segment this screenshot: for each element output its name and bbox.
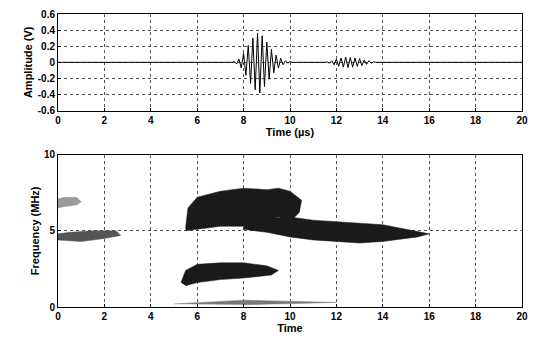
svg-text:2: 2 [102,311,108,322]
svg-text:20: 20 [516,311,528,322]
svg-text:6: 6 [194,115,200,126]
svg-text:16: 16 [424,311,436,322]
svg-text:0: 0 [55,311,61,322]
svg-text:10: 10 [284,115,296,126]
svg-text:12: 12 [331,311,343,322]
svg-text:0: 0 [55,115,61,126]
svg-text:8: 8 [241,311,247,322]
svg-text:4: 4 [148,115,154,126]
svg-text:16: 16 [424,115,436,126]
svg-text:5: 5 [49,225,55,236]
svg-text:0.6: 0.6 [41,9,55,20]
svg-text:-0.4: -0.4 [38,89,56,100]
svg-text:20: 20 [516,115,528,126]
svg-text:0.2: 0.2 [41,41,55,52]
svg-text:Time: Time [277,322,302,334]
svg-text:Frequency (MHz): Frequency (MHz) [29,186,41,275]
svg-text:14: 14 [377,115,389,126]
svg-text:10: 10 [44,149,56,160]
svg-text:0: 0 [49,302,55,313]
svg-text:-0.6: -0.6 [38,105,56,116]
svg-text:0.4: 0.4 [41,25,55,36]
svg-text:18: 18 [470,115,482,126]
svg-text:Amplitude (V): Amplitude (V) [22,26,34,98]
svg-text:4: 4 [148,311,154,322]
svg-text:2: 2 [102,115,108,126]
svg-text:18: 18 [470,311,482,322]
svg-text:0: 0 [49,57,55,68]
svg-text:14: 14 [377,311,389,322]
svg-text:12: 12 [331,115,343,126]
svg-text:8: 8 [241,115,247,126]
svg-text:6: 6 [194,311,200,322]
svg-text:10: 10 [284,311,296,322]
svg-text:Time (µs): Time (µs) [266,126,315,138]
svg-text:-0.2: -0.2 [38,73,56,84]
